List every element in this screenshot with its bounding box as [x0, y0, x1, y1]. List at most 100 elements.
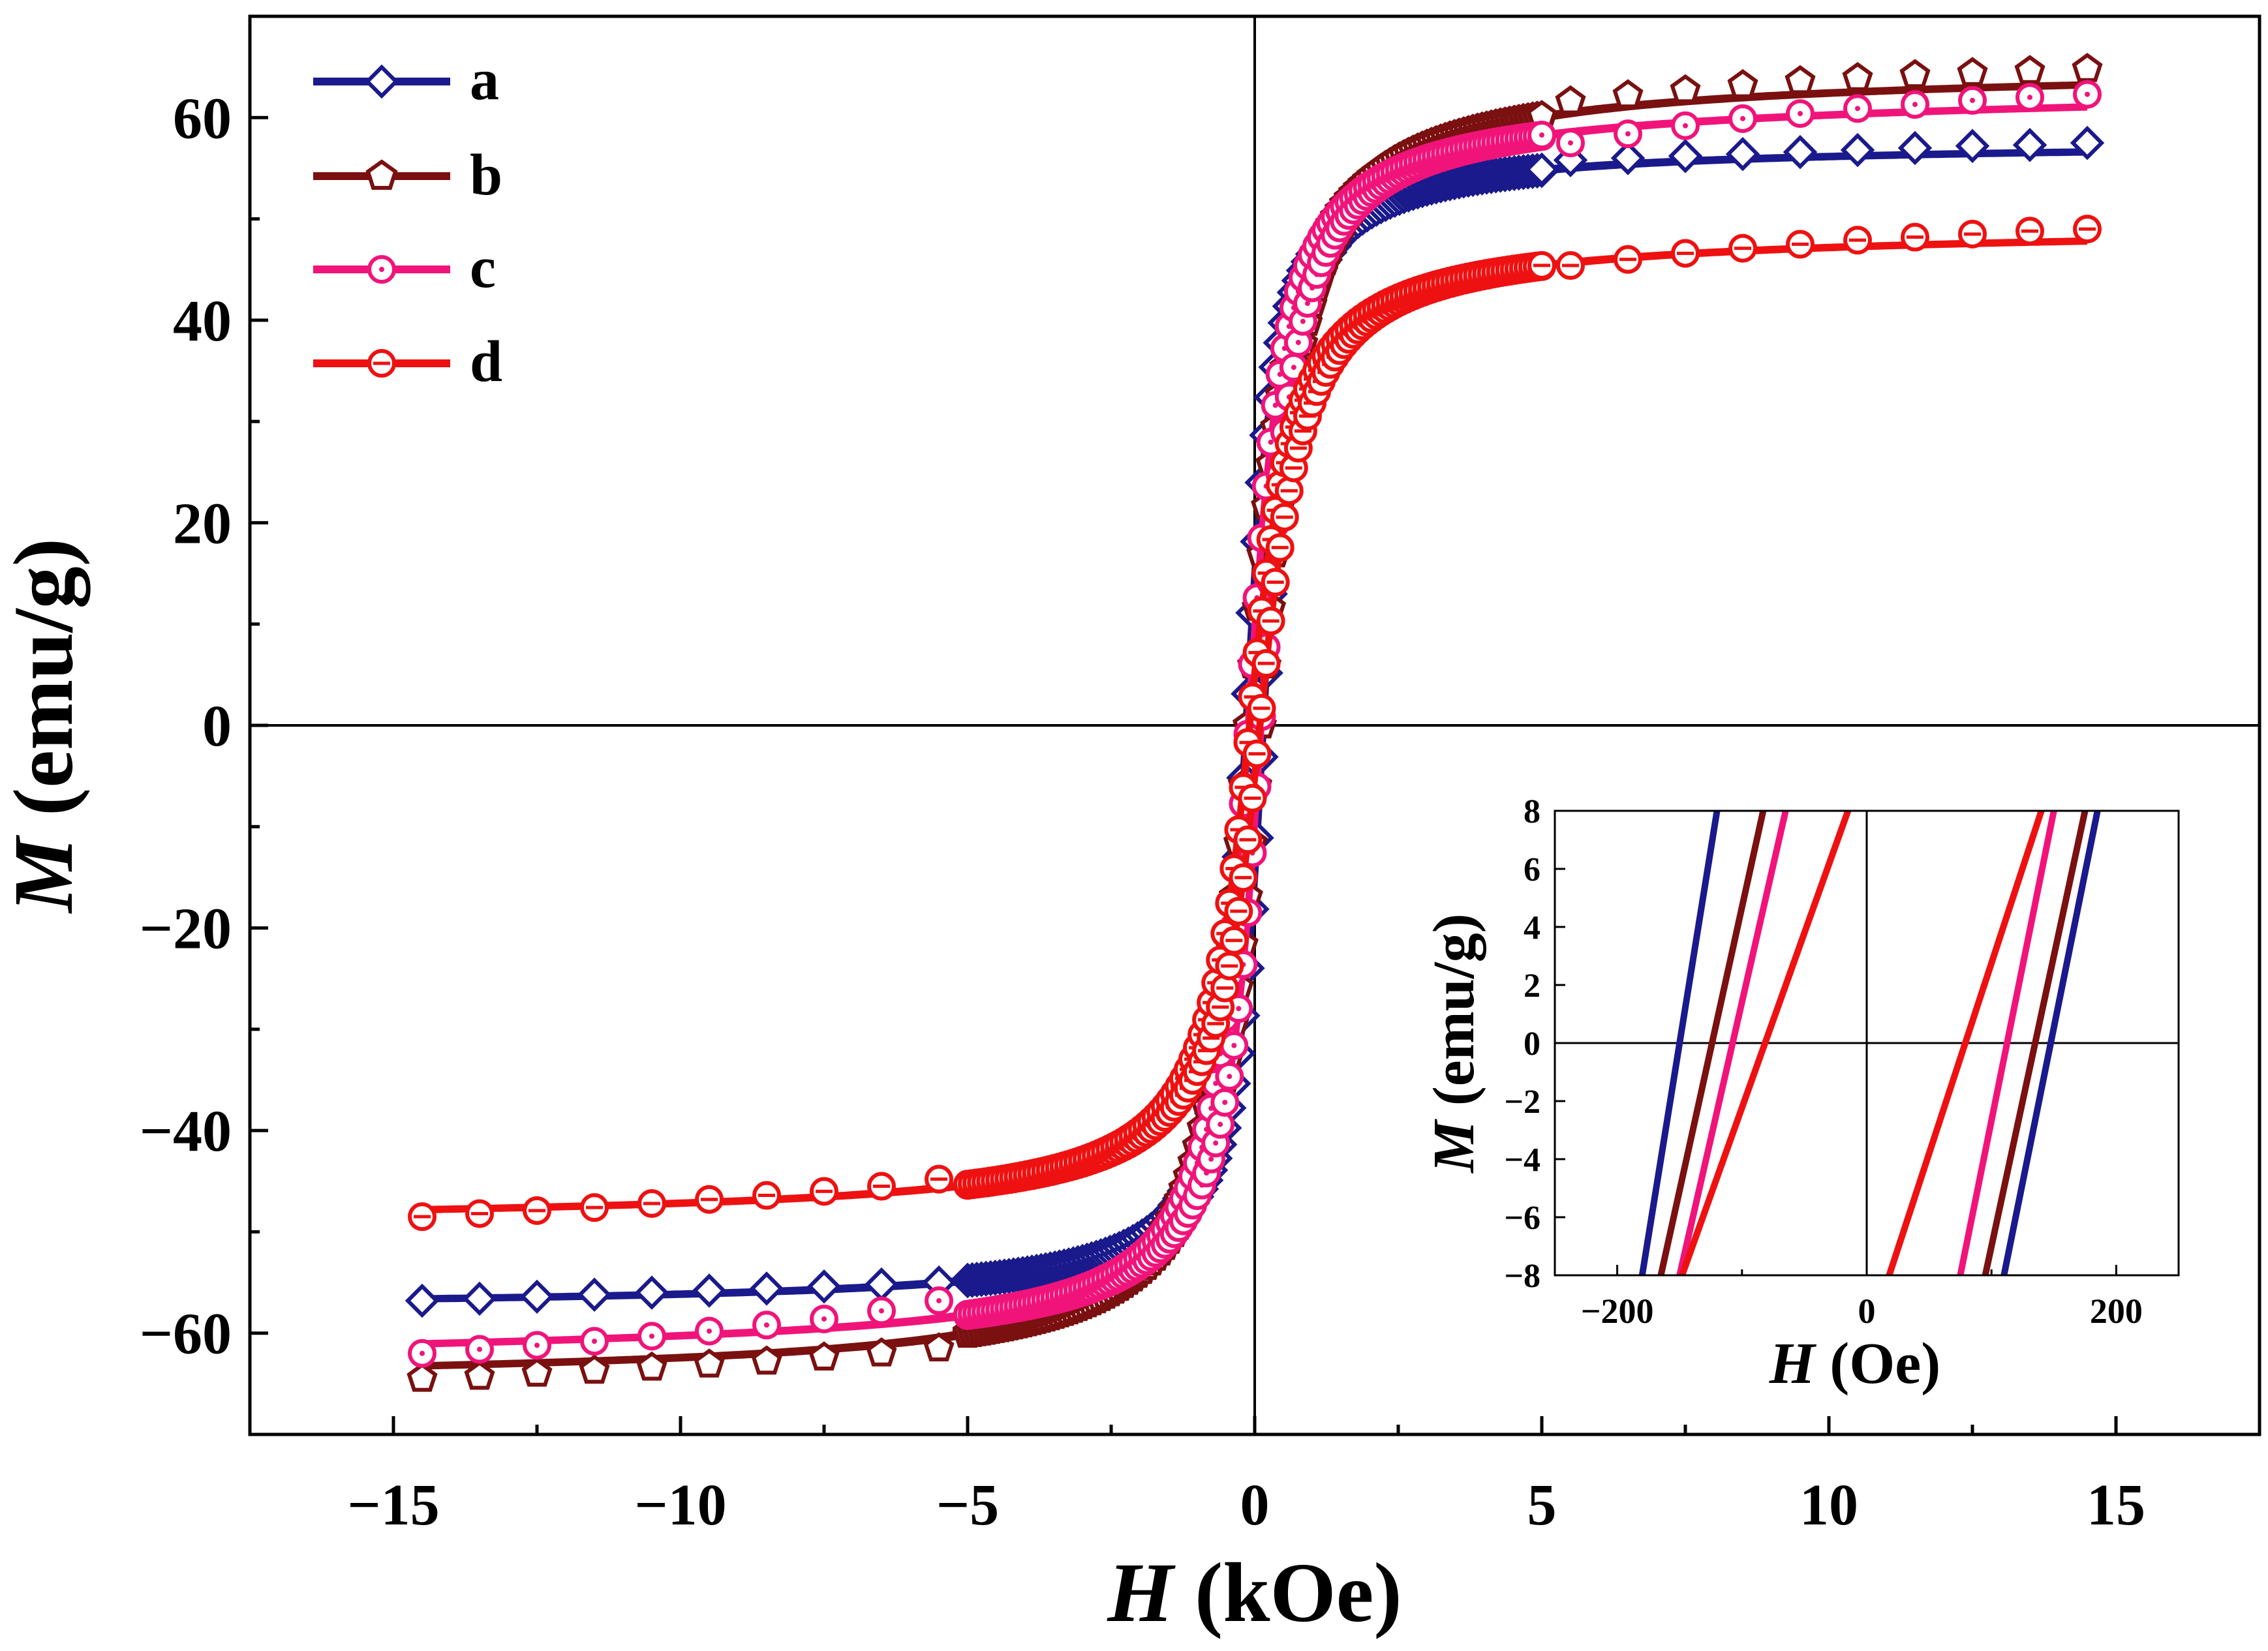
data-point-circle — [1671, 111, 1700, 140]
data-point-pentagon — [1842, 61, 1873, 91]
legend-pentagon-icon — [365, 159, 398, 190]
data-point-circle-center — [1213, 1140, 1219, 1146]
inset-x-axis-symbol: H — [1769, 1331, 1817, 1396]
data-point-circle — [2073, 215, 2102, 244]
data-point-diamond — [462, 1281, 497, 1316]
data-point-circle — [1265, 533, 1295, 562]
main-axis-ticks — [250, 14, 2118, 1436]
data-point-circle — [1958, 219, 1987, 249]
data-point-circle — [2015, 83, 2044, 112]
main-x-tick-labels: −15 −10 −5 0 5 10 15 — [347, 1473, 2145, 1537]
inset-ascending-branch-d — [1886, 810, 2045, 1277]
legend-item-c: c — [313, 235, 496, 300]
data-point-circle — [408, 1339, 437, 1368]
data-point-circle — [810, 1177, 838, 1206]
data-point-diamond — [2012, 127, 2047, 162]
data-point-circle — [637, 1189, 666, 1218]
series-points-d — [408, 215, 2102, 1232]
main-x-tick-label: 5 — [1527, 1473, 1557, 1537]
data-point-pentagon — [751, 1345, 782, 1375]
data-point-circle — [1786, 99, 1815, 129]
data-point-circle-center — [1683, 123, 1688, 129]
data-point-circle — [1210, 1087, 1240, 1117]
data-point-circle — [752, 1181, 781, 1210]
main-x-tick-label: 15 — [2087, 1473, 2145, 1537]
inset-y-tick-label: 2 — [1524, 967, 1540, 1005]
main-y-tick-label: −40 — [140, 1099, 232, 1164]
inset-y-tick-label: 6 — [1524, 851, 1540, 888]
data-point-pentagon — [1957, 57, 1988, 86]
data-point-circle — [810, 1304, 838, 1333]
data-point-circle — [1843, 226, 1872, 255]
data-point-circle-center — [1625, 131, 1631, 137]
legend: a b c d — [313, 48, 502, 394]
legend-label-b: b — [470, 143, 502, 207]
data-point-circle — [2015, 217, 2044, 246]
data-point-circle — [1261, 568, 1290, 597]
data-point-circle-center — [1912, 102, 1918, 108]
data-point-circle-center — [1740, 115, 1745, 121]
data-point-diamond — [806, 1269, 842, 1304]
data-point-circle — [523, 1331, 551, 1360]
data-point-pentagon — [1727, 68, 1758, 98]
data-point-circle-center — [1268, 439, 1274, 445]
inset-y-tick-label: 0 — [1524, 1025, 1540, 1063]
data-point-circle-center — [1218, 1121, 1223, 1127]
data-point-circle — [1556, 129, 1585, 158]
main-series-group — [405, 52, 2105, 1392]
main-y-tick-labels: −60 −40 −20 0 20 40 60 — [140, 86, 232, 1366]
data-point-circle-center — [420, 1350, 425, 1356]
data-point-circle-center — [2027, 95, 2032, 100]
data-point-circle-center — [534, 1342, 540, 1348]
data-point-circle-center — [477, 1346, 482, 1352]
series-dense-markers-c — [953, 121, 1556, 1330]
inset-y-axis-unit: (emu/g) — [1422, 913, 1486, 1120]
main-x-axis-unit: (kOe) — [1173, 1546, 1402, 1640]
data-point-diamond — [405, 1283, 440, 1318]
data-point-circle — [1274, 476, 1304, 506]
inset-y-tick-label: −8 — [1504, 1258, 1540, 1295]
data-point-circle — [523, 1196, 551, 1225]
data-point-circle — [1728, 234, 1757, 263]
data-point-circle — [1958, 85, 1987, 115]
inset-ascending-branch-b — [1982, 810, 2089, 1277]
data-point-circle — [2073, 80, 2102, 109]
data-point-circle — [1251, 649, 1281, 678]
inset-y-tick-label: 8 — [1524, 793, 1540, 830]
data-point-diamond — [692, 1273, 727, 1308]
inset-y-tick-label: −6 — [1504, 1200, 1540, 1237]
data-point-circle — [1527, 250, 1556, 280]
inset-descending-branch-b — [1657, 810, 1767, 1277]
main-x-tick-label: 10 — [1800, 1473, 1858, 1537]
legend-diamond-icon — [364, 64, 399, 99]
main-x-tick-label: −5 — [936, 1473, 999, 1537]
main-y-axis-symbol: M — [0, 834, 91, 914]
data-point-circle — [637, 1322, 666, 1351]
data-point-diamond — [1668, 139, 1703, 174]
legend-label-a: a — [470, 48, 499, 112]
data-point-circle — [1843, 94, 1872, 123]
inset-series-a — [1638, 810, 2101, 1276]
data-point-pentagon — [1785, 65, 1816, 95]
data-point-diamond — [634, 1275, 669, 1310]
data-point-circle-center — [1291, 365, 1296, 371]
inset-y-axis-title: M (emu/g) — [1422, 913, 1486, 1174]
data-point-pentagon — [694, 1348, 725, 1378]
data-point-circle-center — [1568, 140, 1573, 146]
data-point-circle — [1219, 926, 1249, 955]
data-point-circle — [1247, 693, 1276, 723]
data-point-circle-center — [1236, 1006, 1242, 1012]
series-points-c — [408, 80, 2102, 1368]
inset-descending-branch-d — [1679, 810, 1852, 1277]
data-point-diamond — [1840, 132, 1875, 168]
inset-series-b — [1657, 810, 2089, 1277]
inset-zero-lines — [1555, 811, 2179, 1275]
data-point-circle — [1224, 896, 1253, 926]
data-point-circle-center — [1227, 1074, 1233, 1080]
data-point-diamond — [1725, 136, 1760, 172]
data-point-circle — [1283, 328, 1313, 357]
main-y-tick-label: 20 — [173, 491, 232, 556]
data-point-circle-center — [1208, 1156, 1214, 1162]
data-point-circle — [1786, 230, 1815, 259]
main-x-axis-symbol: H — [1107, 1546, 1176, 1640]
